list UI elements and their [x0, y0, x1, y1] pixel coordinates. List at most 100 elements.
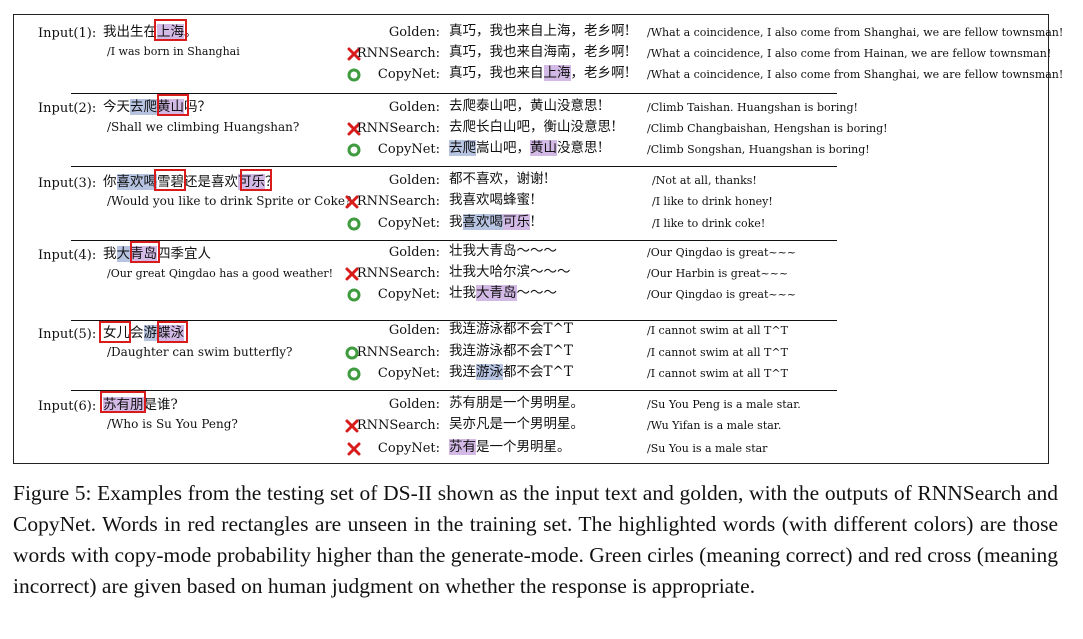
rnnsearch-response: 去爬长白山吧，衡山没意思!	[449, 119, 617, 135]
golden-label: Golden:	[388, 173, 440, 188]
highlighted-word: 青岛	[130, 246, 157, 262]
correct-circle-icon	[347, 367, 361, 381]
text-segment: 我连游泳都不会T^T	[449, 321, 573, 337]
figure-frame: Input(1): 我出生在上海。 /I was born in Shangha…	[13, 14, 1063, 464]
golden-translation: /Not at all, thanks!	[652, 174, 757, 187]
highlighted-word: 上海	[157, 24, 184, 40]
highlighted-word: 游泳	[476, 364, 503, 380]
copynet-response: 我喜欢喝可乐!	[449, 214, 535, 230]
copynet-translation: /Our Qingdao is great~~~	[647, 288, 797, 301]
correct-circle-icon	[347, 288, 361, 302]
figure-caption: Figure 5: Examples from the testing set …	[13, 481, 1058, 598]
text-segment: 女儿	[103, 325, 130, 341]
input-label: Input(2):	[38, 101, 97, 116]
incorrect-cross-icon	[347, 47, 361, 61]
copynet-response: 真巧，我也来自上海，老乡啊!	[449, 65, 630, 81]
golden-translation: /Our Qingdao is great~~~	[647, 246, 797, 259]
divider	[71, 166, 837, 167]
text-segment: ～～～	[516, 285, 558, 301]
highlighted-word: 可乐	[503, 214, 530, 230]
text-segment: 四季宜人	[157, 246, 211, 262]
unseen-word-box	[154, 169, 186, 191]
highlighted-word: 黄山	[530, 140, 557, 156]
copynet-translation: /I cannot swim at all T^T	[647, 367, 788, 380]
text-segment: 今天	[103, 99, 130, 115]
input-chinese: 你喜欢喝雪碧还是喜欢可乐？	[103, 174, 279, 190]
text-segment: 去爬长白山吧，衡山没意思!	[449, 119, 617, 135]
text-segment: 我连	[449, 364, 476, 380]
rnnsearch-label: RNNSearch:	[356, 121, 440, 136]
incorrect-cross-icon	[345, 267, 359, 281]
copynet-response: 苏有是一个男明星。	[449, 439, 571, 455]
golden-translation: /Climb Taishan. Huangshan is boring!	[647, 101, 858, 114]
copynet-label: CopyNet:	[377, 142, 440, 157]
text-segment: 没意思!	[557, 140, 603, 156]
correct-circle-icon	[347, 217, 361, 231]
text-segment: ，老乡啊!	[570, 65, 630, 81]
input-english: /Our great Qingdao has a good weather!	[107, 267, 334, 280]
highlighted-word: 去爬	[130, 99, 157, 115]
text-segment: 我	[103, 246, 117, 262]
correct-circle-icon	[347, 68, 361, 82]
rnnsearch-response: 吴亦凡是一个男明星。	[449, 416, 584, 432]
highlighted-word: 大青岛	[476, 285, 517, 301]
text-segment: 真巧，我也来自上海，老乡啊!	[449, 23, 630, 39]
highlighted-word: 苏有朋	[103, 397, 144, 413]
golden-response: 壮我大青岛～～～	[449, 244, 557, 259]
text-segment: 是一个男明星。	[476, 439, 571, 455]
highlighted-word: 大	[116, 246, 130, 262]
copynet-translation: /Su You is a male star	[647, 442, 768, 455]
copynet-label: CopyNet:	[377, 441, 440, 456]
text-segment: 我喜欢喝蜂蜜!	[449, 192, 536, 208]
rnnsearch-translation: /Our Harbin is great~~~	[647, 267, 789, 280]
text-segment: 吴亦凡是一个男明星。	[449, 416, 584, 432]
text-segment: 苏有朋是一个男明星。	[449, 395, 584, 411]
rnnsearch-label: RNNSearch:	[356, 418, 440, 433]
input-label: Input(6):	[38, 399, 97, 414]
rnnsearch-response: 我喜欢喝蜂蜜!	[449, 192, 536, 208]
golden-response: 都不喜欢，谢谢!	[449, 172, 549, 187]
input-chinese: 苏有朋是谁?	[103, 397, 178, 413]
divider	[71, 240, 837, 241]
text-segment: 嵩山吧，	[476, 140, 530, 156]
golden-translation: /Su You Peng is a male star.	[647, 398, 801, 411]
text-segment: 都不会T^T	[503, 364, 573, 380]
incorrect-cross-icon	[345, 419, 359, 433]
divider	[71, 390, 837, 391]
golden-label: Golden:	[388, 397, 440, 412]
incorrect-cross-icon	[345, 195, 359, 209]
highlighted-word: 喜欢喝	[116, 174, 157, 190]
highlighted-word: 游	[143, 325, 157, 341]
text-segment: 吗？	[184, 99, 211, 115]
unseen-word-box	[157, 94, 189, 116]
rnnsearch-label: RNNSearch:	[356, 46, 440, 61]
golden-label: Golden:	[388, 25, 440, 40]
text-segment: 我	[449, 214, 463, 230]
unseen-word-box	[240, 169, 272, 191]
input-english: /Who is Su You Peng?	[107, 417, 238, 431]
golden-response: 我连游泳都不会T^T	[449, 321, 573, 337]
golden-response: 苏有朋是一个男明星。	[449, 395, 584, 411]
input-chinese: 今天去爬黄山吗？	[103, 99, 211, 115]
copynet-label: CopyNet:	[377, 216, 440, 231]
text-segment: 会	[130, 325, 144, 341]
input-english: /Shall we climbing Huangshan?	[107, 120, 300, 134]
input-label: Input(3):	[38, 176, 97, 191]
copynet-translation: /I like to drink coke!	[652, 217, 766, 230]
divider	[71, 320, 837, 321]
copynet-response: 壮我大青岛～～～	[449, 285, 558, 301]
input-label: Input(5):	[38, 327, 97, 342]
highlighted-word: 可乐	[238, 174, 265, 190]
golden-label: Golden:	[388, 245, 440, 260]
rnnsearch-translation: /I like to drink honey!	[652, 195, 773, 208]
copynet-label: CopyNet:	[377, 67, 440, 82]
incorrect-cross-icon	[347, 122, 361, 136]
rnnsearch-label: RNNSearch:	[356, 266, 440, 281]
rnnsearch-translation: /I cannot swim at all T^T	[647, 346, 788, 359]
text-segment: 我出生在	[103, 24, 157, 40]
rnnsearch-translation: /Climb Changbaishan, Hengshan is boring!	[647, 122, 888, 135]
unseen-word-box	[157, 321, 188, 343]
text-segment: 。	[184, 24, 198, 40]
correct-circle-icon	[347, 143, 361, 157]
golden-response: 去爬泰山吧，黄山没意思!	[449, 99, 603, 114]
